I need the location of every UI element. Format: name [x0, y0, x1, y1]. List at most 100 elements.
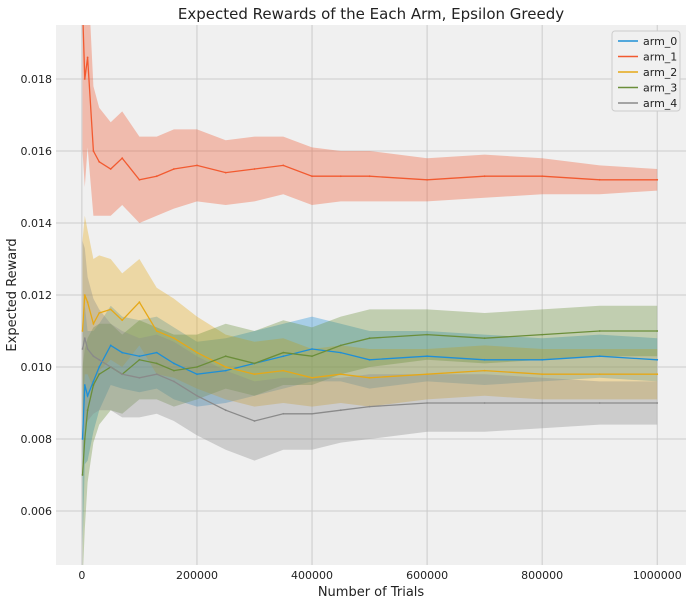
band-arm_0: [82, 305, 658, 547]
point-arm_2: [98, 312, 101, 314]
band-arm_4: [82, 241, 658, 461]
band-arm_2: [82, 215, 658, 421]
point-arm_3: [311, 355, 313, 358]
point-arm_4: [541, 402, 544, 404]
point-arm_3: [339, 344, 342, 347]
point-arm_3: [83, 438, 86, 440]
legend-label: arm_1: [643, 51, 677, 64]
point-arm_0: [224, 369, 227, 372]
point-arm_1: [426, 178, 428, 181]
point-arm_3: [98, 373, 101, 376]
point-arm_2: [173, 337, 175, 340]
point-arm_2: [92, 322, 95, 325]
point-arm_4: [598, 402, 601, 404]
point-arm_4: [121, 373, 124, 376]
y-axis-ticks: 0.006 0.008 0.010 0.012 0.014 0.016 0.018: [21, 73, 53, 518]
point-arm_3: [196, 366, 198, 368]
point-arm_3: [224, 355, 227, 358]
line-arm_3: [81, 330, 658, 476]
point-arm_0: [311, 348, 313, 350]
point-arm_4: [426, 402, 428, 404]
point-arm_0: [368, 358, 371, 361]
x-tick-label: 0: [78, 569, 85, 582]
point-arm_0: [81, 438, 84, 440]
y-tick-label: 0.018: [21, 73, 53, 86]
point-arm_2: [81, 330, 84, 332]
point-arm_1: [155, 175, 158, 178]
point-arm_1: [656, 178, 659, 181]
point-arm_3: [368, 337, 371, 340]
point-arm_4: [196, 394, 198, 397]
series-lines: [81, 25, 659, 476]
line-arm_1: [82, 25, 658, 181]
point-arm_2: [155, 330, 158, 332]
x-tick-label: 200000: [176, 569, 218, 582]
point-arm_1: [173, 168, 175, 170]
x-tick-label: 1000000: [633, 569, 682, 582]
point-arm_0: [339, 351, 342, 354]
point-arm_2: [83, 294, 86, 296]
point-arm_4: [155, 373, 158, 376]
point-arm_1: [339, 175, 342, 178]
point-arm_4: [311, 412, 313, 415]
point-arm_3: [598, 330, 601, 332]
x-tick-label: 800000: [521, 569, 563, 582]
line-arm_2: [81, 294, 658, 379]
y-tick-label: 0.014: [21, 217, 53, 230]
point-arm_2: [224, 366, 227, 368]
point-arm_1: [121, 157, 124, 160]
y-tick-label: 0.008: [21, 433, 53, 446]
point-arm_0: [282, 355, 285, 358]
point-arm_1: [282, 164, 285, 167]
x-axis-ticks: 0 200000 400000 600000 800000 1000000: [78, 569, 681, 582]
point-arm_0: [138, 355, 141, 358]
point-arm_1: [138, 178, 141, 181]
point-arm_1: [86, 56, 89, 59]
line-arm_4: [81, 338, 658, 422]
point-arm_0: [426, 355, 428, 358]
point-arm_2: [311, 376, 313, 379]
point-arm_2: [86, 301, 89, 304]
point-arm_2: [253, 373, 256, 376]
point-arm_0: [196, 373, 198, 376]
point-arm_0: [121, 351, 124, 354]
point-arm_1: [83, 78, 86, 80]
point-arm_1: [224, 171, 227, 174]
line-arm_0: [81, 344, 658, 440]
point-arm_2: [368, 376, 371, 379]
point-arm_3: [282, 351, 285, 354]
point-arm_1: [541, 175, 544, 178]
point-arm_3: [173, 369, 175, 372]
point-arm_0: [656, 358, 659, 361]
point-arm_4: [368, 405, 371, 408]
point-arm_0: [483, 358, 486, 361]
point-arm_0: [92, 380, 95, 383]
point-arm_1: [311, 175, 313, 178]
y-tick-label: 0.006: [21, 505, 53, 518]
point-arm_4: [86, 348, 89, 350]
point-arm_0: [109, 344, 112, 347]
point-arm_3: [656, 330, 659, 332]
point-arm_2: [282, 369, 285, 372]
point-arm_3: [253, 362, 256, 365]
legend-label: arm_2: [643, 66, 677, 79]
point-arm_2: [121, 319, 124, 322]
band-arm_1: [82, 25, 658, 223]
point-arm_2: [541, 373, 544, 376]
legend-label: arm_4: [643, 97, 677, 110]
point-arm_3: [483, 337, 486, 340]
point-arm_1: [368, 175, 371, 178]
point-arm_2: [426, 373, 428, 376]
point-arm_2: [109, 308, 112, 311]
point-arm_0: [598, 355, 601, 358]
legend-box: [611, 30, 681, 112]
point-arm_0: [98, 366, 101, 368]
y-tick-label: 0.012: [21, 289, 53, 302]
point-arm_1: [98, 160, 101, 163]
point-arm_2: [138, 301, 141, 304]
point-arm_4: [253, 420, 256, 422]
point-arm_3: [155, 362, 158, 365]
point-arm_2: [196, 351, 198, 354]
